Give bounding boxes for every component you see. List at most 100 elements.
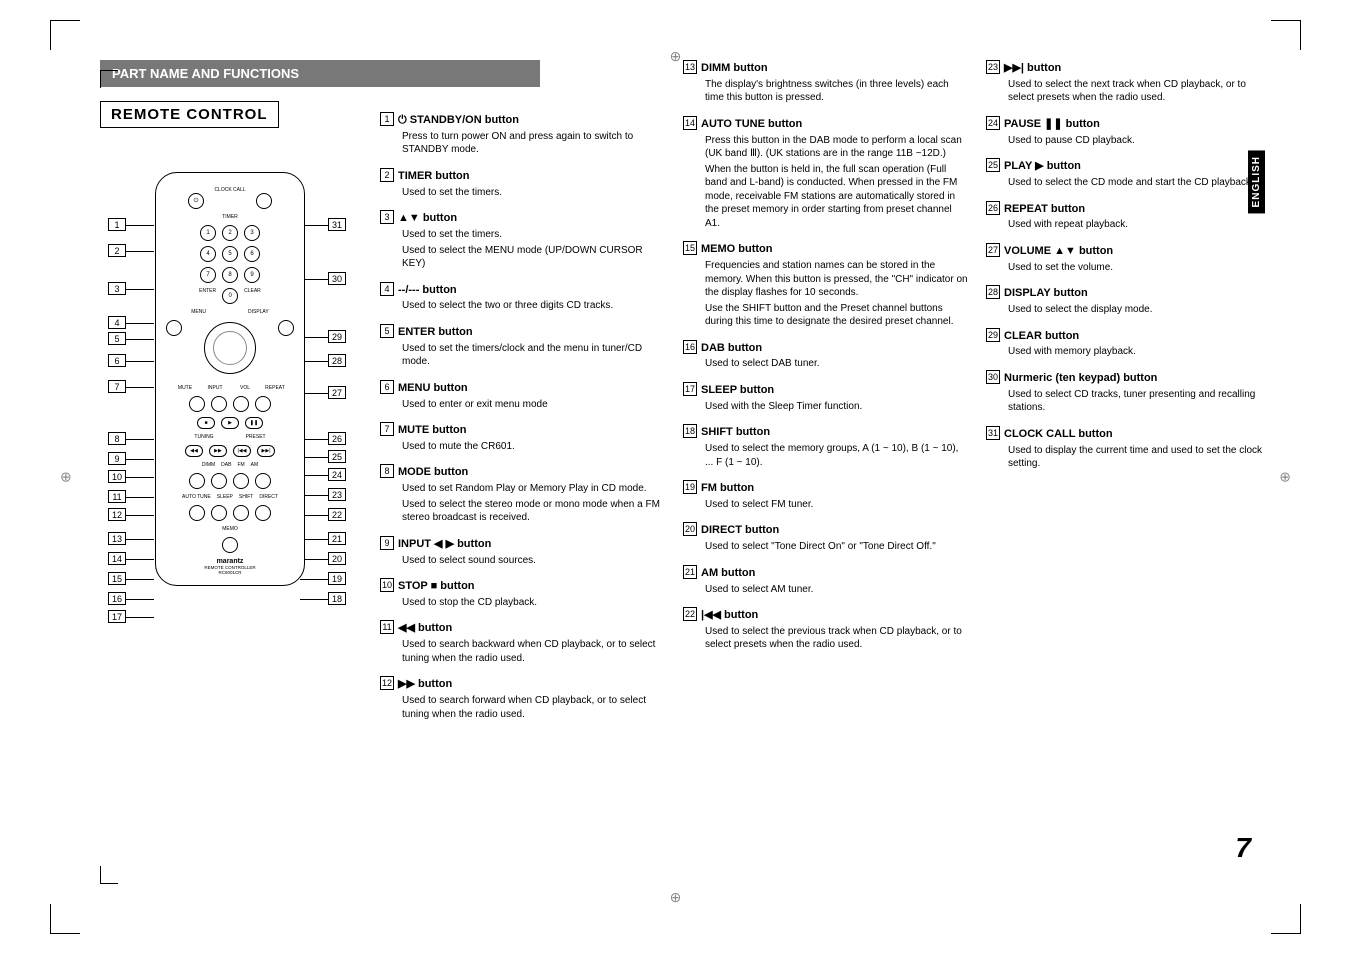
label-display: DISPLAY <box>248 309 269 315</box>
function-title: CLOCK CALL button <box>1004 428 1113 440</box>
callout-4: 4 <box>108 316 126 329</box>
function-number: 22 <box>683 607 697 621</box>
function-title: MEMO button <box>701 243 772 255</box>
function-title: DIMM button <box>701 62 768 74</box>
leader-line <box>300 579 328 580</box>
callout-7: 7 <box>108 380 126 393</box>
function-desc: Used to mute the CR601. <box>402 440 665 454</box>
rew-button: ◀◀ <box>185 445 203 457</box>
function-title: Nurmeric (ten keypad) button <box>1004 372 1157 384</box>
remote-diagram: 1234567891011121314151617 31302928272625… <box>100 172 360 586</box>
registration-mark: ⊕ <box>670 48 682 65</box>
next-button: ▶▶| <box>257 445 275 457</box>
dimm-button <box>189 473 205 489</box>
function-item-19: 19FM buttonUsed to select FM tuner. <box>683 480 968 511</box>
stop-button: ■ <box>197 417 215 429</box>
crop-mark <box>50 20 80 50</box>
function-number: 8 <box>380 464 394 478</box>
function-desc: Used to set Random Play or Memory Play i… <box>402 482 665 496</box>
clockcall-button <box>256 193 272 209</box>
prev-button: |◀◀ <box>233 445 251 457</box>
callout-25: 25 <box>328 450 346 463</box>
function-item-20: 20DIRECT buttonUsed to select "Tone Dire… <box>683 522 968 553</box>
registration-mark: ⊕ <box>60 469 72 486</box>
function-number: 27 <box>986 243 1000 257</box>
function-item-25: 25PLAY ▶ buttonUsed to select the CD mod… <box>986 158 1271 189</box>
function-number: 14 <box>683 116 697 130</box>
function-number: 16 <box>683 340 697 354</box>
function-desc: Used to select the previous track when C… <box>705 625 968 652</box>
function-desc: Used to select "Tone Direct On" or "Tone… <box>705 540 968 554</box>
keypad-button: 3 <box>244 225 260 241</box>
callout-10: 10 <box>108 470 126 483</box>
leader-line <box>126 387 154 388</box>
label-vol: VOL <box>233 385 257 391</box>
function-desc: Used to stop the CD playback. <box>402 596 665 610</box>
function-number: 24 <box>986 116 1000 130</box>
power-button: ⏻ <box>188 193 204 209</box>
nav-pad <box>204 322 256 374</box>
registration-mark: ⊕ <box>1279 469 1291 486</box>
callout-2: 2 <box>108 244 126 257</box>
function-number: 3 <box>380 210 394 224</box>
mode-button <box>211 396 227 412</box>
callout-19: 19 <box>328 572 346 585</box>
callout-22: 22 <box>328 508 346 521</box>
function-title: SHIFT button <box>701 426 770 438</box>
function-title: MODE button <box>398 466 468 478</box>
label-direct: DIRECT <box>259 494 278 500</box>
function-desc: The display's brightness switches (in th… <box>705 78 968 105</box>
function-number: 21 <box>683 565 697 579</box>
function-number: 13 <box>683 60 697 74</box>
label-dimm: DIMM <box>202 462 215 468</box>
repeat-button <box>255 396 271 412</box>
callout-15: 15 <box>108 572 126 585</box>
label-enter: ENTER <box>199 288 216 304</box>
function-item-12: 12▶▶ buttonUsed to search forward when C… <box>380 676 665 721</box>
am-button <box>255 473 271 489</box>
label-preset: PRESET <box>246 434 266 440</box>
function-item-31: 31CLOCK CALL buttonUsed to display the c… <box>986 426 1271 471</box>
label-menu: MENU <box>191 309 206 315</box>
crop-inner <box>100 70 118 88</box>
callout-26: 26 <box>328 432 346 445</box>
direct-button <box>255 505 271 521</box>
function-item-3: 3▲▼ buttonUsed to set the timers.Used to… <box>380 210 665 270</box>
remote-body: CLOCK CALL ⏻ TIMER 123 456 789 ENTER 0 C… <box>155 172 305 586</box>
menu-button <box>166 320 182 336</box>
function-title: AM button <box>701 567 755 579</box>
function-number: 6 <box>380 380 394 394</box>
function-number: 19 <box>683 480 697 494</box>
callout-31: 31 <box>328 218 346 231</box>
callout-29: 29 <box>328 330 346 343</box>
function-item-30: 30 Nurmeric (ten keypad) button Used to se… <box>986 370 1271 415</box>
function-item-29: 29CLEAR buttonUsed with memory playback. <box>986 328 1271 359</box>
function-item-18: 18SHIFT buttonUsed to select the memory … <box>683 424 968 469</box>
function-item-16: 16DAB buttonUsed to select DAB tuner. <box>683 340 968 371</box>
function-item-28: 28DISPLAY buttonUsed to select the displ… <box>986 285 1271 316</box>
callout-28: 28 <box>328 354 346 367</box>
function-desc: Used to select the MENU mode (UP/DOWN CU… <box>402 244 665 271</box>
function-desc: Used to select DAB tuner. <box>705 357 968 371</box>
function-title: STOP ■ button <box>398 580 475 592</box>
callout-6: 6 <box>108 354 126 367</box>
function-title: TIMER button <box>398 170 469 182</box>
model-label: RC6001CR <box>166 570 294 575</box>
ff-button: ▶▶ <box>209 445 227 457</box>
memo-button <box>222 537 238 553</box>
function-title: ▶▶ button <box>398 678 452 690</box>
function-number: 30 <box>986 370 1000 384</box>
function-desc: Used to select CD tracks, tuner presenti… <box>1008 388 1271 415</box>
function-title: VOLUME ▲▼ button <box>1004 245 1113 257</box>
function-desc: Used to set the timers. <box>402 228 665 242</box>
keypad-button: 9 <box>244 267 260 283</box>
function-number: 25 <box>986 158 1000 172</box>
keypad-button: 2 <box>222 225 238 241</box>
leader-line <box>126 559 154 560</box>
function-desc: Used to set the timers. <box>402 186 665 200</box>
callout-3: 3 <box>108 282 126 295</box>
leader-line <box>126 599 154 600</box>
function-desc: Used to display the current time and use… <box>1008 444 1271 471</box>
function-item-13: 13 DIMM button The display's brightness sw… <box>683 60 968 105</box>
leader-line <box>126 225 154 226</box>
